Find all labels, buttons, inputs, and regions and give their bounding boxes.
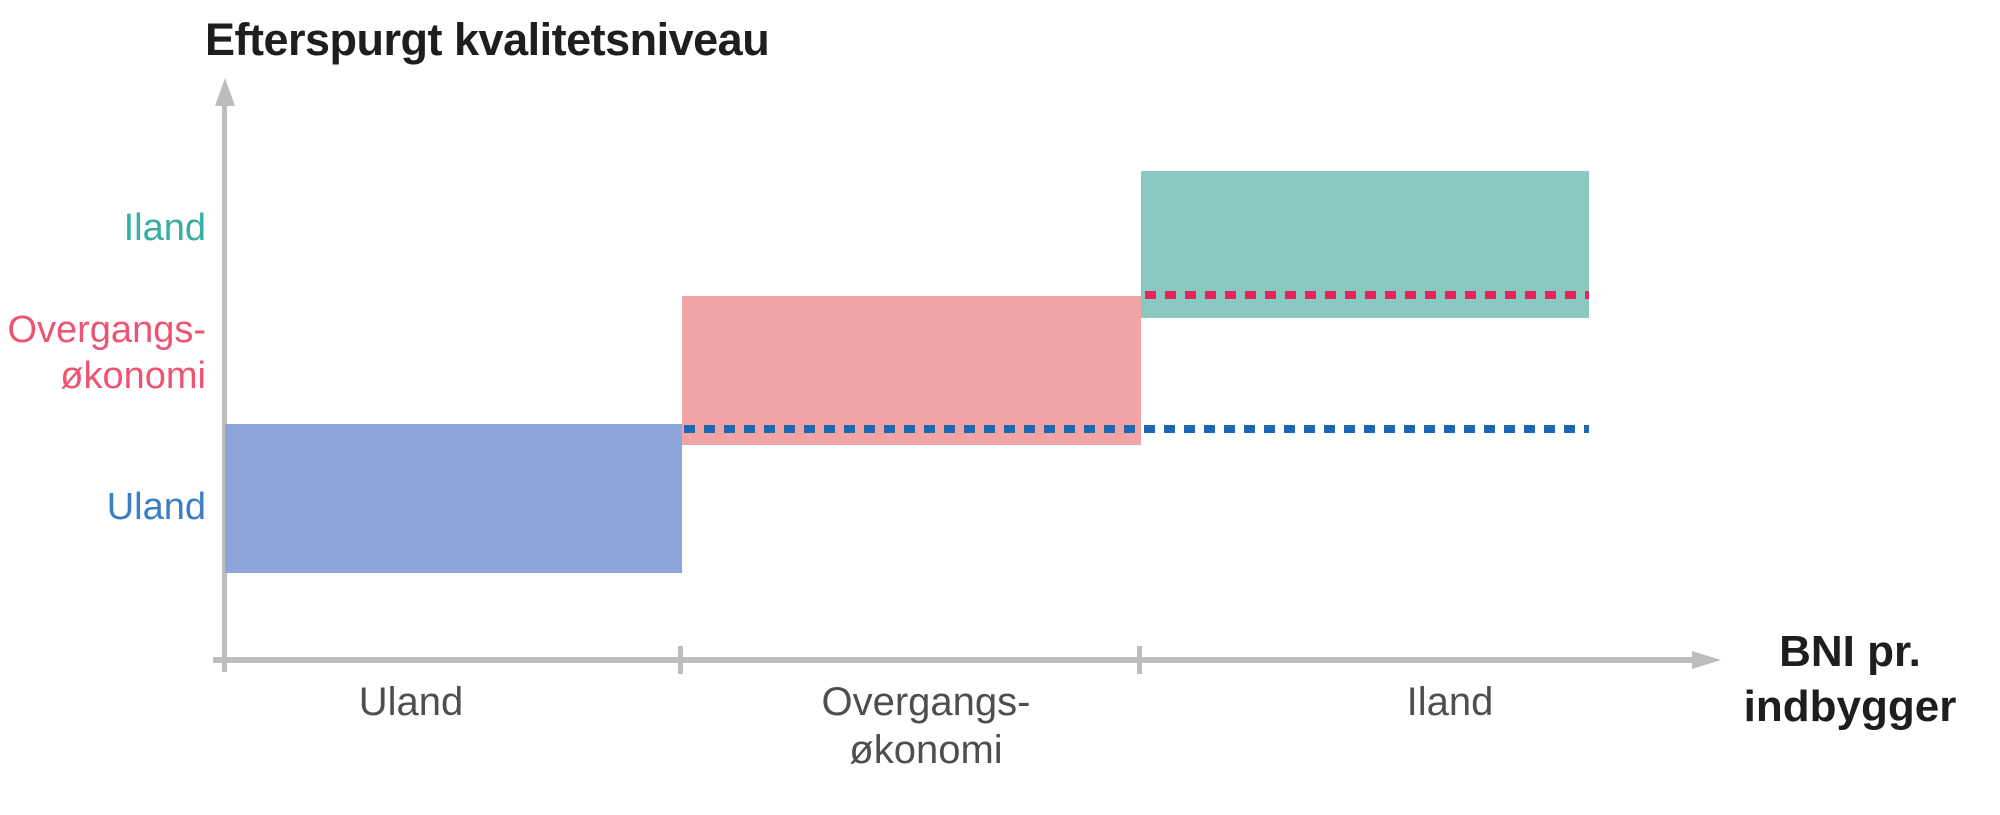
x-axis-arrow-right-icon xyxy=(1692,651,1721,669)
dashed-line-uland-level xyxy=(684,425,1589,433)
y-axis-label-overgang-line2: økonomi xyxy=(60,355,206,397)
x-axis-title: BNI pr. indbygger xyxy=(1695,624,2000,734)
dashed-line-overgang-level xyxy=(1145,291,1589,299)
y-axis-line xyxy=(222,104,227,672)
band-uland xyxy=(225,424,682,573)
x-axis-label-uland: Uland xyxy=(358,680,464,724)
x-axis-label-iland: Iland xyxy=(1406,680,1494,724)
y-axis-arrow-up-icon xyxy=(215,78,235,106)
x-axis-title-line2: indbygger xyxy=(1743,682,1957,731)
x-axis-label-overgang-line1: Overgangs- xyxy=(821,680,1031,724)
y-axis-label-iland: Iland xyxy=(123,207,206,249)
y-axis-label-uland: Uland xyxy=(106,486,206,528)
x-axis-tick-overgang-iland xyxy=(1137,646,1142,674)
x-axis-label-overgangsokonomi: Overgangs- økonomi xyxy=(726,678,1126,774)
band-overgangsokonomi xyxy=(682,296,1141,445)
chart-title: Efterspurgt kvalitetsniveau xyxy=(205,14,770,65)
x-axis-title-line1: BNI pr. xyxy=(1779,627,1921,676)
y-axis-label-overgangsokonomi: Overgangs- økonomi xyxy=(0,307,206,399)
y-axis-label-overgang-line1: Overgangs- xyxy=(7,309,206,351)
x-axis-line xyxy=(213,657,1694,663)
x-axis-label-overgang-line2: økonomi xyxy=(849,728,1003,772)
x-axis-tick-uland-overgang xyxy=(678,646,683,674)
